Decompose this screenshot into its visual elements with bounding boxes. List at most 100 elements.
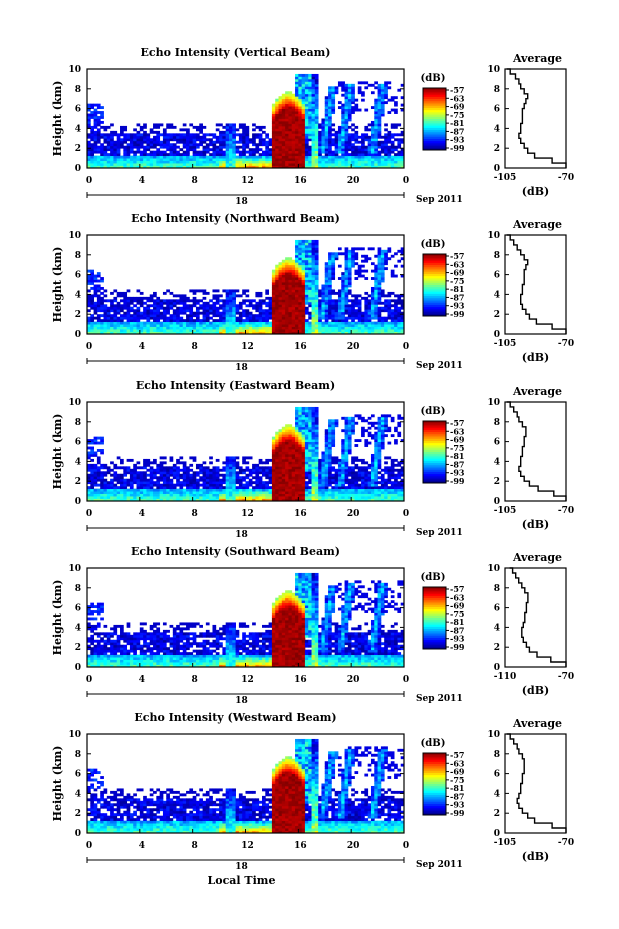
heatmap-cell xyxy=(301,309,306,313)
heatmap-cell xyxy=(162,158,167,161)
heatmap-cell xyxy=(311,324,316,327)
heatmap-cell xyxy=(103,133,108,137)
heatmap-cell xyxy=(321,316,326,320)
heatmap-cell xyxy=(182,321,187,325)
heatmap-cell xyxy=(222,316,227,320)
heatmap-cell xyxy=(149,153,154,157)
heatmap-cell xyxy=(384,319,388,323)
heatmap-cell xyxy=(192,481,197,485)
heatmap-cell xyxy=(186,299,190,303)
heatmap-cell xyxy=(341,282,345,285)
heatmap-cell xyxy=(341,130,345,134)
heatmap-cell xyxy=(265,304,270,308)
heatmap-cell xyxy=(275,163,279,166)
heatmap-cell xyxy=(367,309,372,313)
heatmap-cell xyxy=(232,123,236,127)
heatmap-cell xyxy=(324,98,329,102)
heatmap-cell xyxy=(334,309,339,313)
heatmap-cell xyxy=(331,309,336,313)
heatmap-cell xyxy=(357,321,362,325)
heatmap-cell xyxy=(93,436,98,440)
heatmap-cell xyxy=(271,106,276,110)
heatmap-cell xyxy=(139,326,144,330)
heatmap-cell xyxy=(334,326,339,330)
heatmap-cell xyxy=(268,498,273,502)
heatmap-cell xyxy=(390,123,395,127)
heatmap-cell xyxy=(324,321,329,325)
heatmap-cell xyxy=(209,311,213,315)
heatmap-cell xyxy=(288,120,293,124)
heatmap-cell xyxy=(314,289,319,293)
heatmap-cell xyxy=(281,431,286,435)
colorbar-swatch xyxy=(423,141,446,144)
heatmap-cell xyxy=(262,483,266,487)
heatmap-cell xyxy=(232,299,236,303)
heatmap-cell xyxy=(288,282,293,285)
heatmap-cell xyxy=(146,296,151,300)
heatmap-cell xyxy=(347,314,352,318)
heatmap-cell xyxy=(331,289,336,293)
heatmap-cell xyxy=(295,286,299,290)
heatmap-cell xyxy=(387,257,392,261)
heatmap-cell xyxy=(351,259,355,263)
heatmap-cell xyxy=(143,478,147,482)
x-tick-label: 0 xyxy=(86,342,92,352)
heatmap-cell xyxy=(228,498,233,502)
heatmap-cell xyxy=(106,468,111,472)
heatmap-cell xyxy=(96,123,101,127)
heatmap-cell xyxy=(390,331,395,335)
colorbar-swatch xyxy=(423,296,446,299)
heatmap-cell xyxy=(380,155,385,159)
heatmap-cell xyxy=(295,491,299,494)
heatmap-cell xyxy=(341,150,345,154)
heatmap-cell xyxy=(202,498,207,502)
heatmap-cell xyxy=(295,135,299,139)
heatmap-cell xyxy=(281,436,286,440)
heatmap-cell xyxy=(103,481,108,485)
heatmap-cell xyxy=(314,269,319,273)
heatmap-cell xyxy=(344,113,349,117)
heatmap-cell xyxy=(347,113,352,117)
heatmap-cell xyxy=(133,496,137,499)
heatmap-cell xyxy=(374,316,378,320)
heatmap-cell xyxy=(248,496,253,499)
heatmap-cell xyxy=(202,488,207,492)
heatmap-cell xyxy=(162,311,167,315)
heatmap-cell xyxy=(314,272,319,276)
heatmap-cell xyxy=(380,301,385,305)
heatmap-cell xyxy=(271,473,276,477)
heatmap-cell xyxy=(143,496,147,499)
heatmap-cell xyxy=(149,314,154,318)
heatmap-cell xyxy=(308,239,312,243)
heatmap-cell xyxy=(271,311,276,315)
heatmap-cell xyxy=(248,163,253,166)
heatmap-cell xyxy=(308,148,312,152)
heatmap-cell xyxy=(321,155,326,159)
colorbar-swatch xyxy=(423,287,446,290)
heatmap-cell xyxy=(265,486,270,490)
heatmap-cell xyxy=(288,296,293,300)
heatmap-cell xyxy=(295,277,299,280)
heatmap-cell xyxy=(377,130,382,134)
heatmap-cell xyxy=(100,143,104,147)
heatmap-cell xyxy=(133,304,137,308)
heatmap-cell xyxy=(172,311,177,315)
heatmap-cell xyxy=(93,145,98,149)
heatmap-cell xyxy=(248,311,253,315)
heatmap-cell xyxy=(87,331,91,335)
heatmap-cell xyxy=(252,468,256,472)
heatmap-cell xyxy=(377,160,382,164)
heatmap-cell xyxy=(354,301,359,305)
heatmap-cell xyxy=(347,86,352,90)
heatmap-cell xyxy=(321,301,326,305)
heatmap-cell xyxy=(96,436,101,440)
heatmap-cell xyxy=(87,108,91,112)
heatmap-cell xyxy=(222,309,227,313)
heatmap-cell xyxy=(304,91,309,95)
heatmap-cell xyxy=(288,116,293,119)
heatmap-cell xyxy=(288,444,293,447)
heatmap-cell xyxy=(209,299,213,303)
heatmap-cell xyxy=(136,476,141,480)
heatmap-cell xyxy=(192,483,197,487)
heatmap-cell xyxy=(377,106,382,110)
